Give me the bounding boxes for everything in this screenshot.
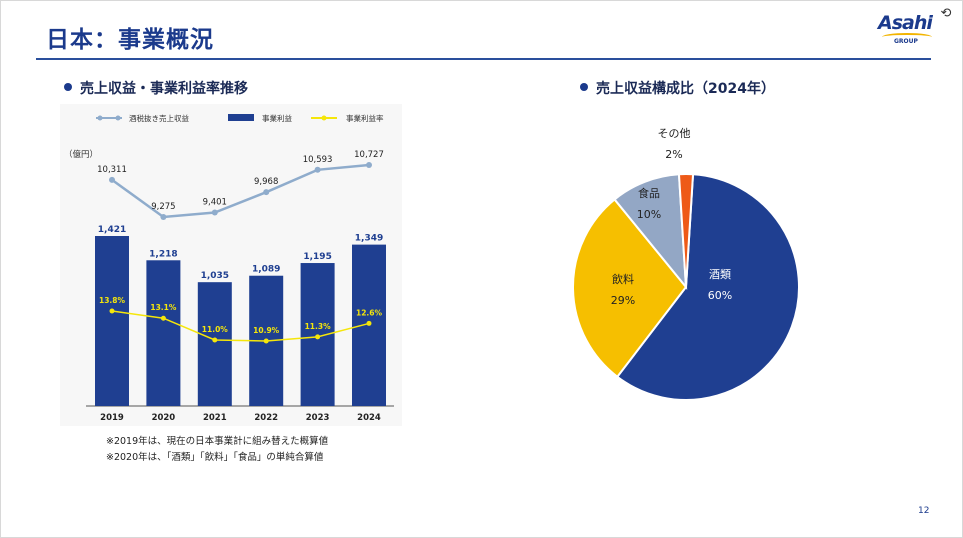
- x-tick-2023: 2023: [306, 413, 330, 423]
- refresh-icon[interactable]: ⟲: [940, 6, 952, 21]
- pie-slice-その他: [677, 173, 695, 288]
- point-margin-2023: [315, 334, 321, 340]
- label-sales-2020: 9,275: [151, 202, 175, 212]
- bar-profit-2019: [95, 236, 129, 406]
- point-margin-2020: [160, 315, 166, 321]
- point-margin-2024: [366, 320, 372, 326]
- logo-swoosh: [882, 33, 932, 41]
- pie-label-value-飲料: 29%: [611, 294, 635, 307]
- pie-label-name-その他: その他: [658, 127, 691, 140]
- logo-subtext: GROUP: [894, 38, 918, 45]
- point-margin-2022: [263, 338, 269, 344]
- label-margin-2020: 13.1%: [150, 303, 177, 312]
- section-title-composition: 売上収益構成比（2024年）: [580, 78, 775, 98]
- pie-label-name-酒類: 酒類: [709, 268, 731, 281]
- legend-marker-margin: [321, 115, 327, 121]
- pie-label-value-その他: 2%: [665, 148, 682, 161]
- legend-label-sales: 酒税抜き売上収益: [129, 113, 189, 123]
- label-sales-2021: 9,401: [203, 197, 227, 207]
- bullet-icon: [64, 83, 72, 91]
- legend-marker-sales: [115, 115, 121, 121]
- page-title: 日本：事業概況: [46, 27, 214, 53]
- label-sales-2023: 10,593: [303, 155, 333, 165]
- line-sales: [111, 163, 370, 219]
- label-sales-2024: 10,727: [354, 150, 384, 160]
- bar-label-2021: 1,035: [201, 271, 229, 281]
- label-margin-2021: 11.0%: [202, 325, 229, 334]
- label-margin-2022: 10.9%: [253, 326, 280, 335]
- point-margin-2021: [212, 337, 218, 343]
- bar-profit-2020: [146, 260, 181, 406]
- pie-label-value-酒類: 60%: [708, 289, 732, 302]
- legend-label-margin: 事業利益率: [346, 113, 384, 123]
- x-tick-2022: 2022: [254, 413, 278, 423]
- x-tick-2019: 2019: [100, 413, 124, 423]
- bar-profit-2021: [197, 282, 232, 406]
- legend-bar-swatch: [228, 114, 254, 121]
- logo-wordmark: Asahi: [878, 12, 933, 34]
- title-divider: [36, 58, 931, 60]
- x-tick-2020: 2020: [152, 413, 176, 423]
- point-margin-2019: [109, 308, 115, 314]
- pie-slice-飲料: [572, 198, 688, 379]
- line-margin: [111, 310, 370, 342]
- legend-label-profit: 事業利益: [262, 113, 292, 123]
- x-tick-2021: 2021: [203, 413, 227, 423]
- label-sales-2022: 9,968: [254, 177, 278, 187]
- label-margin-2024: 12.6%: [356, 308, 383, 317]
- pie-slice-酒類: [615, 173, 800, 401]
- legend-marker-sales: [97, 115, 103, 121]
- pie-chart: 酒類 60% 飲料 29% 食品 10% その他 2%: [572, 127, 800, 401]
- bar-label-2022: 1,089: [252, 265, 280, 275]
- combo-chart: 1,421 2019 1,218 2020 1,035 2021 1,089 2022 1,19…: [86, 150, 394, 423]
- footnote-2019: ※2019年は、現在の日本事業計に組み替えた概算値: [106, 436, 329, 447]
- pie-label-name-飲料: 飲料: [612, 272, 634, 286]
- pie-label-value-食品: 10%: [637, 208, 661, 221]
- bar-label-2019: 1,421: [98, 225, 126, 235]
- pie-label-name-食品: 食品: [638, 186, 660, 200]
- point-sales-2024: [366, 162, 372, 168]
- label-margin-2023: 11.3%: [305, 322, 332, 331]
- section-title-composition-text: 売上収益構成比（2024年）: [596, 81, 775, 97]
- section-title-sales-text: 売上収益・事業利益率推移: [80, 81, 248, 97]
- section-title-sales: 売上収益・事業利益率推移: [64, 78, 248, 98]
- point-sales-2020: [160, 214, 167, 220]
- chart-legend: 酒税抜き売上収益 事業利益 事業利益率: [96, 113, 384, 123]
- unit-label: （億円）: [64, 150, 99, 160]
- bullet-icon: [580, 83, 588, 91]
- page-number: 12: [918, 506, 930, 516]
- bar-label-2024: 1,349: [355, 234, 383, 244]
- x-tick-2024: 2024: [357, 413, 381, 423]
- point-sales-2021: [211, 209, 218, 216]
- point-sales-2023: [314, 166, 321, 173]
- label-sales-2019: 10,311: [97, 165, 127, 175]
- bar-label-2020: 1,218: [149, 249, 177, 259]
- asahi-logo: Asahi GROUP: [876, 8, 938, 52]
- point-sales-2019: [109, 176, 115, 183]
- point-sales-2022: [263, 189, 270, 196]
- footnote-2020: ※2020年は、「酒類」「飲料」「食品」の単純合算値: [106, 452, 324, 463]
- label-margin-2019: 13.8%: [99, 296, 126, 305]
- bar-label-2023: 1,195: [303, 252, 331, 262]
